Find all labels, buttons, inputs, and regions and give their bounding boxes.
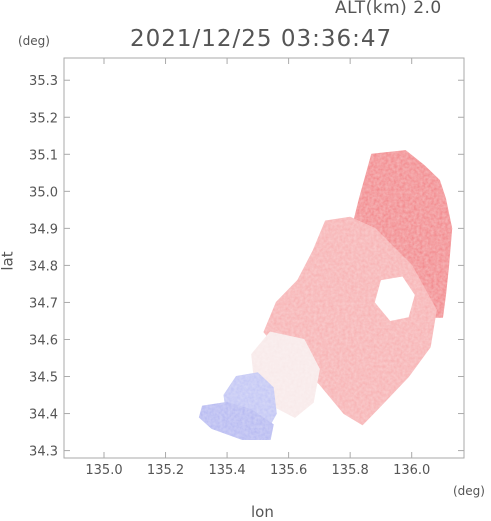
y-tick-label: 34.9 xyxy=(29,222,58,237)
x-axis-label: lon xyxy=(251,503,274,521)
y-tick-label: 35.1 xyxy=(29,148,58,163)
y-tick-label: 34.6 xyxy=(29,333,58,348)
x-tick-label: 135.8 xyxy=(332,463,369,478)
y-tick-label: 35.0 xyxy=(29,185,58,200)
plot-frame xyxy=(63,57,465,459)
y-axis-unit: (deg) xyxy=(18,34,50,48)
x-tick-label: 135.6 xyxy=(270,463,307,478)
y-tick-label: 34.4 xyxy=(29,408,58,423)
y-tick-label: 35.2 xyxy=(29,111,58,126)
echo-layer xyxy=(198,150,453,440)
x-tick-label: 136.0 xyxy=(393,463,430,478)
y-tick-label: 34.3 xyxy=(29,445,58,460)
sw-negative-tail xyxy=(198,401,274,440)
x-tick-label: 135.4 xyxy=(208,463,245,478)
y-tick-label: 34.5 xyxy=(29,371,58,386)
x-tick-label: 135.0 xyxy=(85,463,122,478)
timestamp-title: 2021/12/25 03:36:47 xyxy=(130,26,393,52)
y-tick-label: 34.7 xyxy=(29,296,58,311)
x-tick-label: 135.2 xyxy=(147,463,184,478)
tick-layer: 135.0 135.2 135.4 135.6 135.8 136.0 34.3 34.4 34… xyxy=(29,58,464,478)
y-tick-label: 35.3 xyxy=(29,74,58,89)
clear-hole xyxy=(374,276,415,321)
y-tick-label: 34.8 xyxy=(29,259,58,274)
altitude-label: ALT(km) 2.0 xyxy=(335,0,442,18)
x-axis-unit: (deg) xyxy=(453,484,485,498)
